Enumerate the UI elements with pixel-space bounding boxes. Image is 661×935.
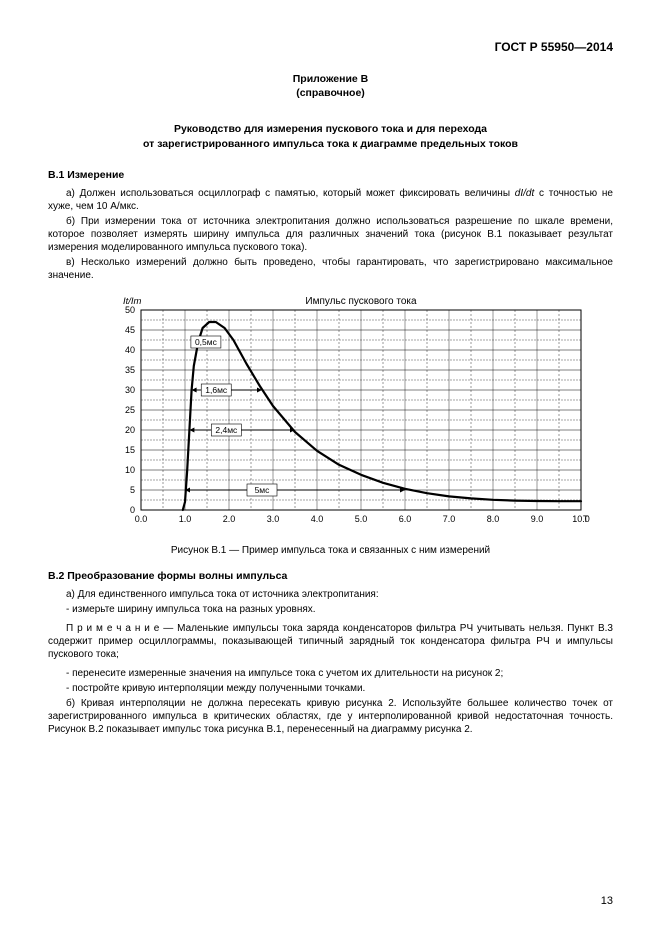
b2-a: а) Для единственного импульса тока от ис… xyxy=(48,588,613,601)
chart-container: 0.01.02.03.04.05.06.07.08.09.010.0051015… xyxy=(71,290,591,535)
b2-note: П р и м е ч а н и е — Маленькие импульсы… xyxy=(48,622,613,661)
svg-text:4.0: 4.0 xyxy=(310,514,323,524)
figure-caption: Рисунок В.1 — Пример импульса тока и свя… xyxy=(48,545,613,556)
svg-text:10: 10 xyxy=(124,465,134,475)
document-code: ГОСТ Р 55950—2014 xyxy=(48,40,613,54)
svg-text:It/Im: It/Im xyxy=(123,296,142,307)
section-b2-head: В.2 Преобразование формы волны импульса xyxy=(48,570,613,582)
appendix-head-l2: (справочное) xyxy=(296,87,365,99)
svg-text:15: 15 xyxy=(124,445,134,455)
svg-text:2.0: 2.0 xyxy=(222,514,235,524)
appendix-title-l2: от зарегистрированного импульса тока к д… xyxy=(143,138,518,150)
svg-text:30: 30 xyxy=(124,385,134,395)
b1-para-a: а) Должен использоваться осциллограф с п… xyxy=(48,187,613,213)
svg-text:45: 45 xyxy=(124,325,134,335)
appendix-head: Приложение В (справочное) xyxy=(48,72,613,100)
inrush-chart: 0.01.02.03.04.05.06.07.08.09.010.0051015… xyxy=(71,290,591,535)
appendix-title: Руководство для измерения пускового тока… xyxy=(48,122,613,150)
page-number: 13 xyxy=(601,895,613,907)
b2-a2: - перенесите измеренные значения на импу… xyxy=(48,667,613,680)
b1-para-b: б) При измерении тока от источника элект… xyxy=(48,215,613,254)
b2-a1: - измерьте ширину импульса тока на разны… xyxy=(48,603,613,616)
b1-a-pre: а) Должен использоваться осциллограф с п… xyxy=(66,188,515,199)
svg-text:1.0: 1.0 xyxy=(178,514,191,524)
svg-text:0: 0 xyxy=(129,505,134,515)
svg-text:6.0: 6.0 xyxy=(398,514,411,524)
b1-a-ital: dI/dt xyxy=(515,188,534,199)
svg-text:25: 25 xyxy=(124,405,134,415)
svg-text:20: 20 xyxy=(124,425,134,435)
svg-text:0.0: 0.0 xyxy=(134,514,147,524)
b2-b: б) Кривая интерполяции не должна пересек… xyxy=(48,697,613,736)
page-root: ГОСТ Р 55950—2014 Приложение В (справочн… xyxy=(0,0,661,935)
svg-text:T (мс): T (мс) xyxy=(583,514,591,524)
appendix-head-l1: Приложение В xyxy=(293,73,369,85)
section-b1-head: В.1 Измерение xyxy=(48,169,613,181)
svg-text:Импульс пускового тока: Импульс пускового тока xyxy=(305,296,417,307)
svg-text:5: 5 xyxy=(129,485,134,495)
svg-text:40: 40 xyxy=(124,345,134,355)
svg-text:5мс: 5мс xyxy=(254,485,270,495)
svg-text:1,6мс: 1,6мс xyxy=(205,385,228,395)
svg-text:3.0: 3.0 xyxy=(266,514,279,524)
svg-text:0,5мс: 0,5мс xyxy=(194,337,217,347)
b1-para-c: в) Несколько измерений должно быть прове… xyxy=(48,256,613,282)
svg-text:8.0: 8.0 xyxy=(486,514,499,524)
svg-text:35: 35 xyxy=(124,365,134,375)
svg-text:9.0: 9.0 xyxy=(530,514,543,524)
svg-text:7.0: 7.0 xyxy=(442,514,455,524)
svg-text:2,4мс: 2,4мс xyxy=(215,425,238,435)
appendix-title-l1: Руководство для измерения пускового тока… xyxy=(174,123,487,135)
svg-text:5.0: 5.0 xyxy=(354,514,367,524)
b2-a3: - постройте кривую интерполяции между по… xyxy=(48,682,613,695)
